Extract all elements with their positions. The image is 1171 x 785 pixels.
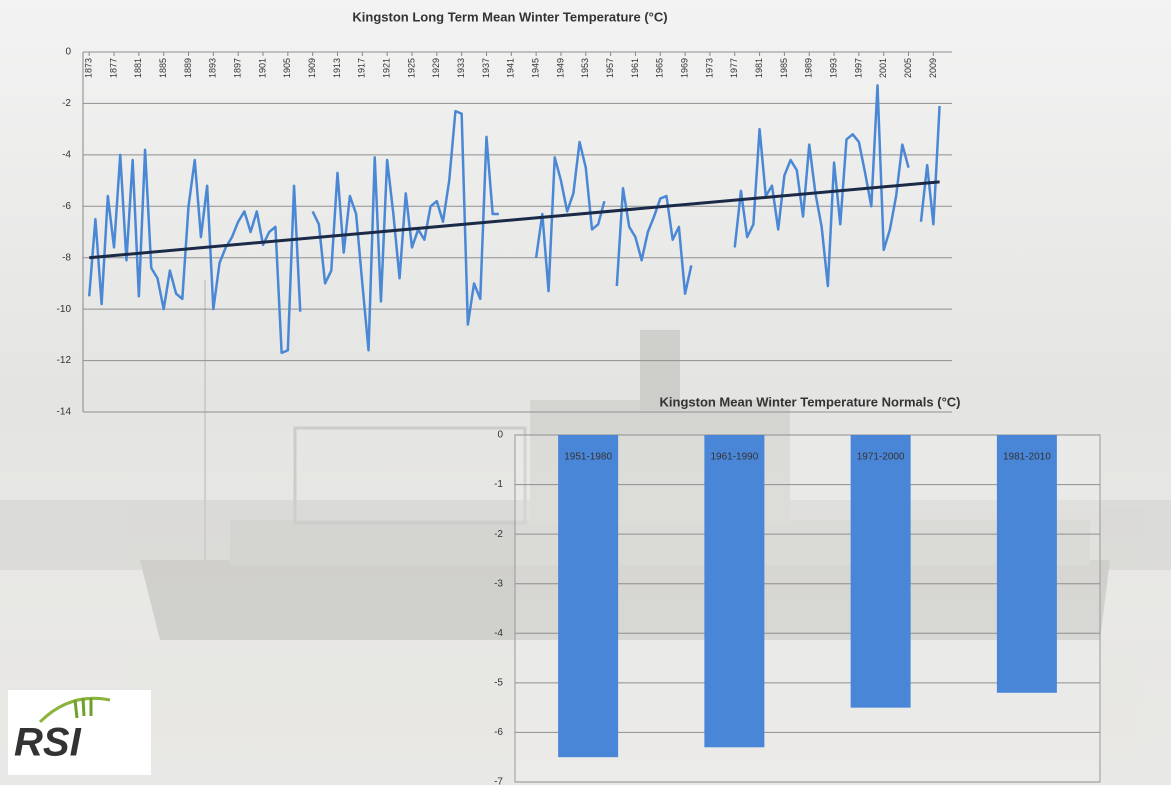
x-tick-label: 1921: [382, 58, 392, 78]
bar: [558, 435, 619, 758]
x-tick-label: 1901: [257, 58, 267, 78]
x-tick-label: 1949: [555, 58, 565, 78]
x-tick-label: 1985: [779, 58, 789, 78]
y-tick-label: -4: [494, 628, 503, 639]
x-tick-label: 1969: [679, 58, 689, 78]
x-tick-label: 1971-2000: [857, 452, 905, 463]
x-tick-label: 1981: [754, 58, 764, 78]
y-tick-label: -6: [62, 201, 71, 212]
x-tick-label: 1937: [481, 58, 491, 78]
x-tick-label: 1973: [704, 58, 714, 78]
y-tick-label: -5: [494, 677, 503, 688]
x-tick-label: 2009: [928, 58, 938, 78]
x-tick-label: 2001: [878, 58, 888, 78]
y-tick-label: -1: [494, 479, 503, 490]
x-tick-label: 1951-1980: [564, 452, 612, 463]
data-line: [87, 84, 941, 355]
x-tick-label: 1885: [158, 58, 168, 78]
x-tick-label: 1977: [729, 58, 739, 78]
logo-background: [8, 690, 151, 775]
logo-text: RSI: [14, 721, 82, 765]
y-tick-label: -2: [494, 529, 503, 540]
logo: RSI: [8, 690, 151, 775]
y-tick-label: -7: [494, 777, 503, 785]
bar: [704, 435, 765, 748]
x-tick-label: 1897: [233, 58, 243, 78]
x-tick-label: 1925: [406, 58, 416, 78]
x-tick-label: 1961-1990: [710, 452, 758, 463]
x-tick-label: 1917: [357, 58, 367, 78]
x-tick-label: 1941: [506, 58, 516, 78]
bar: [996, 435, 1057, 693]
trend-line: [89, 180, 940, 260]
x-tick-label: 1961: [630, 58, 640, 78]
y-tick-label: -12: [57, 355, 72, 366]
x-tick-label: 1981-2010: [1003, 452, 1051, 463]
y-tick-label: 0: [497, 430, 503, 441]
y-tick-label: -4: [62, 149, 71, 160]
x-tick-label: 1905: [282, 58, 292, 78]
y-tick-label: -3: [494, 578, 503, 589]
x-tick-label: 1913: [332, 58, 342, 78]
x-tick-label: 1909: [307, 58, 317, 78]
chart-title: Kingston Long Term Mean Winter Temperatu…: [352, 9, 667, 24]
x-tick-label: 1873: [84, 58, 94, 78]
x-tick-label: 1929: [431, 58, 441, 78]
x-tick-label: 1893: [208, 58, 218, 78]
logo-swoosh: [38, 696, 111, 724]
x-tick-label: 1957: [605, 58, 615, 78]
y-tick-label: -10: [57, 304, 72, 315]
x-tick-label: 1933: [456, 58, 466, 78]
y-tick-label: 0: [65, 47, 71, 58]
bar: [850, 435, 911, 708]
x-tick-label: 2005: [903, 58, 913, 78]
x-tick-label: 1877: [108, 58, 118, 78]
x-tick-label: 1881: [133, 58, 143, 78]
x-tick-label: 1989: [804, 58, 814, 78]
y-tick-label: -2: [62, 98, 71, 109]
x-tick-label: 1993: [828, 58, 838, 78]
x-tick-label: 1945: [530, 58, 540, 78]
x-tick-label: 1953: [580, 58, 590, 78]
x-tick-label: 1889: [183, 58, 193, 78]
y-tick-label: -6: [494, 727, 503, 738]
y-tick-label: -8: [62, 252, 71, 263]
x-tick-label: 1997: [853, 58, 863, 78]
x-tick-label: 1965: [655, 58, 665, 78]
chart-title: Kingston Mean Winter Temperature Normals…: [660, 394, 961, 409]
logo-mark: [73, 697, 93, 719]
y-tick-label: -14: [57, 407, 72, 418]
